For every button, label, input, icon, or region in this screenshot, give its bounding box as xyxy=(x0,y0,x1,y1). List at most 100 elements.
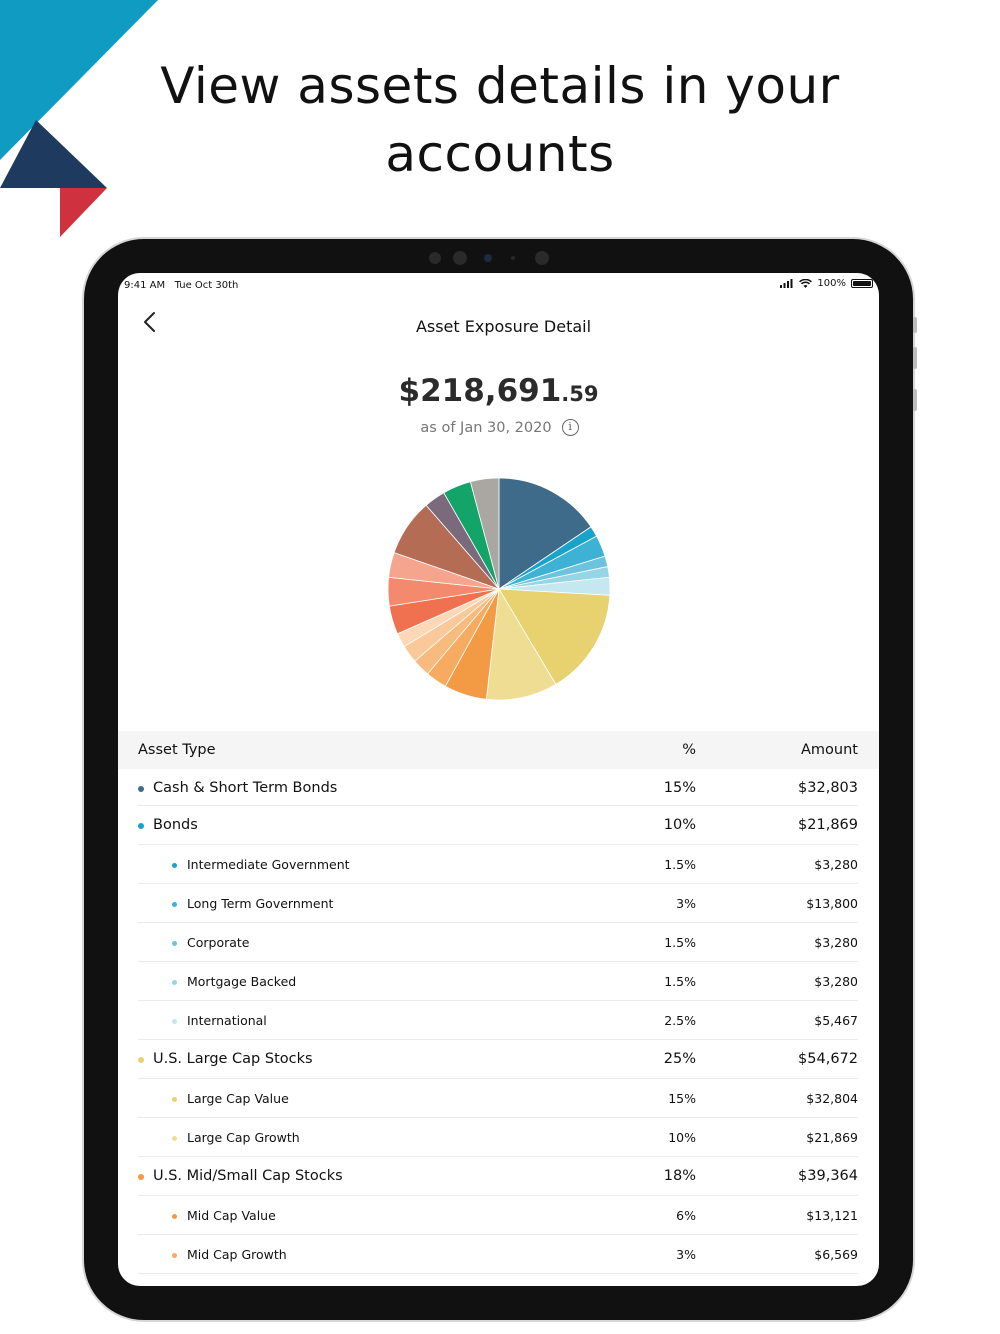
legend-dot-icon xyxy=(172,1097,177,1102)
corner-decoration xyxy=(0,0,158,237)
pie-slice xyxy=(485,587,557,701)
asset-amount: $39,364 xyxy=(798,1168,858,1184)
table-header: Asset Type % Amount xyxy=(118,731,879,769)
pie-slice xyxy=(469,477,500,590)
asset-amount: $32,803 xyxy=(798,780,858,796)
asset-percent: 2.5% xyxy=(664,1013,696,1028)
asset-row[interactable]: U.S. Mid/Small Cap Stocks 18% $39,364 xyxy=(138,1157,858,1196)
headline-line-2: accounts xyxy=(385,125,615,183)
header-amount: Amount xyxy=(801,742,858,758)
asset-percent: 25% xyxy=(663,1051,696,1067)
screen-title: Asset Exposure Detail xyxy=(415,317,592,336)
headline-line-1: View assets details in your xyxy=(160,57,840,115)
asset-row[interactable]: Long Term Government 3% $13,800 xyxy=(138,884,858,923)
asset-percent: 1.5% xyxy=(664,974,696,989)
asset-label: U.S. Mid/Small Cap Stocks xyxy=(153,1168,343,1184)
status-time: 9:41 AM Tue Oct 30th xyxy=(124,280,238,291)
info-icon[interactable]: i xyxy=(561,419,579,436)
legend-dot-icon xyxy=(172,1136,177,1141)
asset-amount: $13,800 xyxy=(806,896,858,911)
asset-label: Corporate xyxy=(187,935,250,950)
wifi-icon xyxy=(799,278,813,288)
asset-percent: 1.5% xyxy=(664,935,696,950)
total-balance-cents: .59 xyxy=(561,382,599,406)
navy-triangle xyxy=(0,120,107,188)
status-clock: 9:41 AM xyxy=(124,280,166,291)
asset-label: Cash & Short Term Bonds xyxy=(153,780,338,796)
asset-row[interactable]: Mid Cap Growth 3% $6,569 xyxy=(138,1235,858,1274)
asset-percent: 3% xyxy=(676,896,696,911)
asset-percent: 15% xyxy=(663,780,696,796)
legend-dot-icon xyxy=(172,1019,177,1024)
asset-percent: 10% xyxy=(668,1130,696,1145)
asset-row[interactable]: Cash & Short Term Bonds 15% $32,803 xyxy=(138,769,858,806)
asset-amount: $3,280 xyxy=(814,935,858,950)
asset-amount: $54,672 xyxy=(798,1051,858,1067)
asset-row[interactable]: Corporate 1.5% $3,280 xyxy=(138,923,858,962)
legend-dot-icon xyxy=(138,823,144,829)
legend-dot-icon xyxy=(172,902,177,907)
asset-row[interactable]: International 2.5% $5,467 xyxy=(138,1001,858,1040)
asset-table: Cash & Short Term Bonds 15% $32,803 Bonds 10… xyxy=(118,769,879,1274)
red-triangle xyxy=(60,188,107,237)
asset-row[interactable]: Intermediate Government 1.5% $3,280 xyxy=(138,845,858,884)
asset-row[interactable]: Bonds 10% $21,869 xyxy=(138,806,858,845)
asset-amount: $5,467 xyxy=(814,1013,858,1028)
asset-amount: $21,869 xyxy=(798,817,858,833)
legend-dot-icon xyxy=(172,1253,177,1258)
app-screen: 9:41 AM Tue Oct 30th 100% xyxy=(118,273,879,1286)
volume-up-button xyxy=(913,347,917,369)
asset-label: Mid Cap Growth xyxy=(187,1247,287,1262)
asset-row[interactable]: U.S. Large Cap Stocks 25% $54,672 xyxy=(138,1040,858,1079)
pie-slice xyxy=(498,588,611,685)
signal-icon xyxy=(780,279,793,288)
as-of-date-row: as of Jan 30, 2020 i xyxy=(118,419,879,436)
battery-icon xyxy=(851,279,873,288)
asset-label: Bonds xyxy=(153,817,198,833)
header-percent: % xyxy=(682,742,696,758)
back-chevron-icon[interactable] xyxy=(140,307,164,337)
camera-array xyxy=(428,251,569,265)
volume-down-button xyxy=(913,389,917,411)
asset-row[interactable]: Large Cap Growth 10% $21,869 xyxy=(138,1118,858,1157)
legend-dot-icon xyxy=(138,1057,144,1063)
teal-triangle xyxy=(0,0,158,160)
asset-percent: 15% xyxy=(668,1091,696,1106)
legend-dot-icon xyxy=(138,786,144,792)
status-bar: 9:41 AM Tue Oct 30th 100% xyxy=(118,273,879,299)
promo-headline: View assets details in your accounts xyxy=(0,52,1000,188)
asset-label: Large Cap Growth xyxy=(187,1130,300,1145)
status-date: Tue Oct 30th xyxy=(174,280,239,291)
asset-label: Intermediate Government xyxy=(187,857,350,872)
asset-percent: 6% xyxy=(676,1208,696,1223)
header-asset-type: Asset Type xyxy=(138,742,216,758)
asset-amount: $21,869 xyxy=(806,1130,858,1145)
total-balance: $218,691.59 xyxy=(118,373,879,409)
asset-row[interactable]: Mid Cap Value 6% $13,121 xyxy=(138,1196,858,1235)
legend-dot-icon xyxy=(172,980,177,985)
asset-amount: $13,121 xyxy=(806,1208,858,1223)
asset-row[interactable]: Mortgage Backed 1.5% $3,280 xyxy=(138,962,858,1001)
camera-lens xyxy=(452,251,467,265)
asset-label: Large Cap Value xyxy=(187,1091,289,1106)
asset-percent: 10% xyxy=(663,817,696,833)
asset-label: International xyxy=(187,1013,267,1028)
asset-amount: $3,280 xyxy=(814,857,858,872)
legend-dot-icon xyxy=(172,1214,177,1219)
asset-percent: 18% xyxy=(663,1168,696,1184)
total-balance-dollars: $218,691 xyxy=(398,373,562,409)
as-of-date: as of Jan 30, 2020 xyxy=(420,419,552,436)
camera-lens-secondary xyxy=(534,251,549,265)
status-indicators: 100% xyxy=(780,278,873,289)
asset-pie-chart xyxy=(387,477,611,701)
asset-label: Mortgage Backed xyxy=(187,974,297,989)
camera-sensor xyxy=(428,252,441,264)
asset-row[interactable]: Large Cap Value 15% $32,804 xyxy=(138,1079,858,1118)
camera-sensor-small xyxy=(510,256,515,260)
asset-label: Mid Cap Value xyxy=(187,1208,276,1223)
pie-slice xyxy=(498,477,592,590)
asset-label: Long Term Government xyxy=(187,896,334,911)
asset-amount: $32,804 xyxy=(806,1091,858,1106)
asset-percent: 3% xyxy=(676,1247,696,1262)
power-button xyxy=(913,317,917,333)
